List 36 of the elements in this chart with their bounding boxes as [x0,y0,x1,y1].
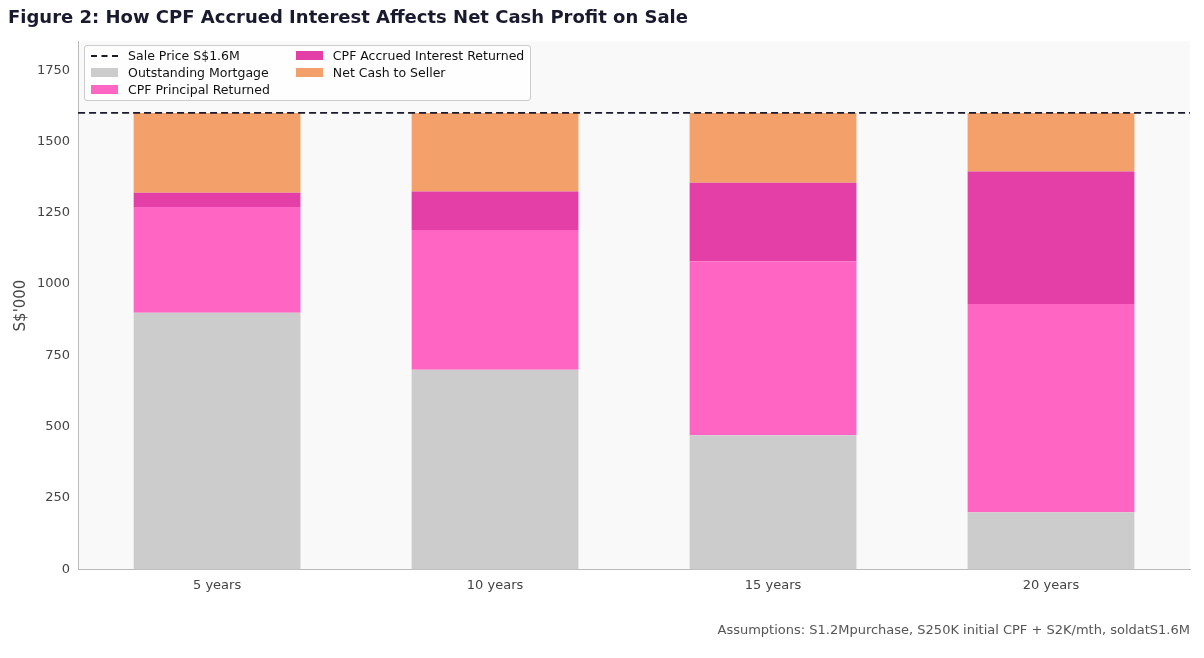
bar [411,229,579,370]
bar [133,192,301,208]
bar [133,207,301,313]
bar [689,182,857,262]
bar [133,312,301,570]
x-tick-label: 5 years [192,576,242,592]
y-axis-title: S$'000 [10,279,29,332]
y-tick-label: 500 [45,418,71,434]
y-tick-label: 1750 [36,61,71,77]
y-tick-label: 1000 [36,275,71,291]
x-tick-label: 15 years [744,576,802,592]
legend-label: CPF Principal Returned [128,82,270,98]
x-tick-label: 20 years [1022,576,1080,592]
legend-label: Net Cash to Seller [332,65,446,81]
bar [967,304,1135,513]
y-tick-label: 1500 [36,132,71,148]
bar [689,435,857,570]
bar [689,112,857,183]
y-tick-label: 250 [45,489,71,505]
bar [967,112,1135,172]
legend-label: Outstanding Mortgage [128,65,269,81]
bar [967,171,1135,305]
y-tick-label: 1250 [36,204,71,220]
bar [967,512,1135,570]
y-tick-label: 750 [45,346,71,362]
x-tick-label: 10 years [466,576,524,592]
bar [133,112,301,193]
legend-label: Sale Price S$1.6M [128,48,240,64]
chart-title: Figure 2: How CPF Accrued Interest Affects Net Cash Profit on Sale [8,6,688,28]
y-tick-label: 0 [61,560,71,576]
bar [689,261,857,436]
bar [411,112,579,192]
text: Assumptions: S1.2Mpurchase, S250K initial CPF + S2K/mth, soldatS1.6M [717,622,1190,637]
legend-label: CPF Accrued Interest Returned [332,48,525,64]
bar [411,191,579,230]
bar [411,369,579,570]
